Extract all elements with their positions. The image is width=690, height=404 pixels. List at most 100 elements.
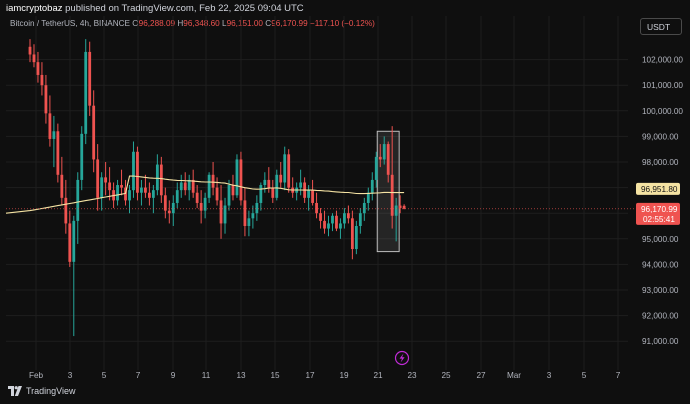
change-value: −117.10 (−0.12%)	[309, 19, 375, 28]
currency-button[interactable]: USDT	[640, 18, 682, 35]
candle-body	[263, 179, 267, 186]
x-tick-label: 7	[616, 371, 621, 380]
candle-body	[151, 190, 155, 198]
candle-body	[56, 131, 60, 175]
candle-body	[366, 192, 370, 203]
x-tick-label: 5	[582, 371, 587, 380]
candle-body	[215, 187, 219, 201]
candle-body	[327, 223, 330, 229]
candle-body	[243, 200, 247, 226]
price-tags: 96,951.80 96,170.99 02:55:41	[6, 182, 680, 225]
x-tick-label: Mar	[507, 371, 521, 380]
author-name[interactable]: iamcryptobaz	[6, 3, 63, 14]
candle-body	[183, 182, 187, 191]
candle-body	[382, 144, 386, 160]
candle-body	[339, 223, 342, 229]
x-tick-label: 25	[441, 371, 451, 380]
candle-body	[44, 85, 48, 114]
candles-layer	[28, 39, 406, 337]
candle-body	[259, 185, 263, 203]
candle-body	[275, 174, 279, 198]
candle-body	[195, 192, 199, 203]
ma-value-tag: 96,951.80	[641, 185, 678, 194]
y-tick-label: 92,000.00	[642, 312, 679, 321]
candle-body	[96, 159, 100, 198]
candle-body	[144, 187, 147, 193]
tradingview-logo-icon	[8, 386, 22, 396]
x-tick-label: 5	[102, 371, 107, 380]
candle-body	[72, 220, 76, 262]
candle-body	[374, 156, 378, 180]
candle-body	[394, 205, 398, 216]
high-label: H	[177, 19, 184, 28]
x-tick-label: 23	[407, 371, 417, 380]
y-tick-label: 95,000.00	[642, 235, 679, 244]
candle-body	[279, 174, 283, 183]
ma-path	[5, 175, 405, 214]
candle-body	[211, 174, 215, 188]
candle-body	[358, 213, 362, 226]
candle-body	[362, 202, 366, 214]
candle-body	[36, 62, 40, 75]
candle-body	[287, 154, 291, 188]
candle-body	[159, 164, 163, 196]
x-axis[interactable]: Feb 3 5 7 9 11 13 15 17 19 21 23 25 27 Mar 3 5 7	[29, 371, 621, 380]
last-price-tag: 96,170.99	[641, 205, 678, 214]
y-tick-label: 100,000.00	[642, 107, 683, 116]
candle-body	[271, 187, 275, 198]
y-axis[interactable]: 102,000.00 101,000.00 100,000.00 99,000.00 9…	[642, 56, 683, 347]
candle-body	[354, 226, 358, 250]
candle-body	[307, 190, 310, 198]
candle-body	[92, 105, 96, 160]
candle-body	[319, 213, 322, 221]
candle-countdown: 02:55:41	[643, 215, 675, 224]
publish-header: iamcryptobaz published on TradingView.co…	[6, 3, 304, 14]
y-tick-label: 91,000.00	[642, 337, 679, 346]
candle-body	[191, 179, 195, 193]
low-label: L	[222, 19, 227, 28]
candle-body	[104, 177, 108, 183]
candle-body	[68, 223, 72, 262]
candle-body	[167, 210, 171, 214]
ma-value-tag-bg	[636, 182, 680, 195]
candle-body	[386, 144, 390, 175]
x-tick-label: Feb	[29, 371, 44, 380]
candle-body	[52, 131, 56, 139]
y-tick-label: 94,000.00	[642, 260, 679, 269]
y-tick-label: 93,000.00	[642, 286, 679, 295]
candle-body	[80, 133, 84, 180]
footer-brand[interactable]: TradingView	[8, 386, 76, 396]
candle-body	[140, 187, 143, 193]
candle-body	[398, 205, 402, 209]
x-tick-label: 13	[236, 371, 246, 380]
candle-body	[219, 200, 223, 224]
candle-body	[207, 174, 211, 198]
candle-body	[60, 174, 64, 198]
candle-body	[343, 213, 346, 224]
candle-body	[155, 164, 159, 191]
candle-body	[299, 182, 303, 188]
close-label: C	[265, 19, 272, 28]
candle-body	[370, 179, 374, 193]
candle-body	[199, 202, 203, 211]
candle-body	[132, 151, 135, 191]
candle-body	[136, 151, 139, 193]
candle-body	[378, 156, 382, 160]
candle-body	[335, 215, 338, 229]
candle-body	[331, 215, 334, 224]
candle-body	[108, 182, 111, 191]
candle-body	[231, 185, 235, 196]
candle-body	[128, 190, 131, 201]
candle-body	[251, 213, 255, 219]
candle-body	[76, 179, 80, 221]
highlight-rectangle	[376, 130, 400, 253]
candle-body	[163, 195, 167, 211]
x-tick-label: 3	[68, 371, 73, 380]
lightning-icon[interactable]	[394, 350, 410, 366]
x-tick-label: 3	[547, 371, 552, 380]
x-tick-label: 17	[305, 371, 315, 380]
x-tick-label: 27	[476, 371, 486, 380]
candle-body	[84, 51, 88, 134]
